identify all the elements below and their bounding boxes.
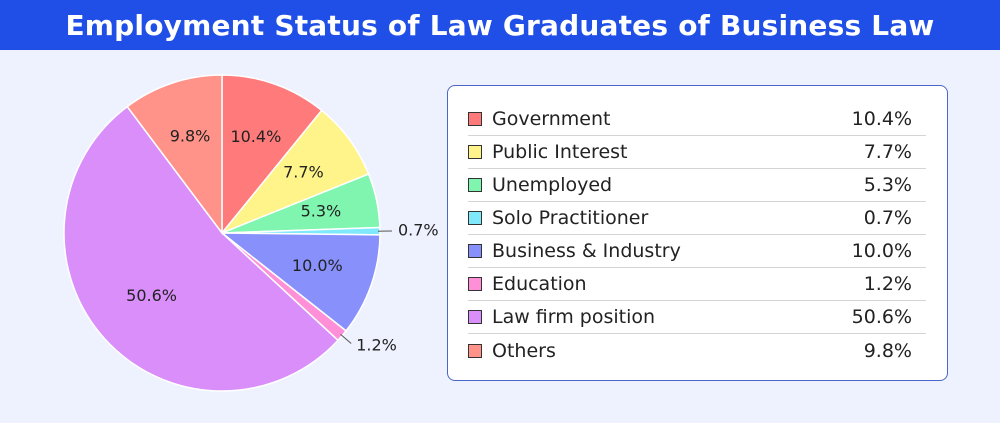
legend-label: Education xyxy=(492,273,587,295)
legend-value: 0.7% xyxy=(863,207,912,229)
legend-swatch xyxy=(468,277,482,291)
pie-slice-others xyxy=(126,74,223,236)
legend-value: 5.3% xyxy=(863,174,912,196)
legend-value: 50.6% xyxy=(851,306,912,328)
pie-slice-government xyxy=(221,74,323,236)
legend-swatch xyxy=(468,244,482,258)
pie-chart: 10.4%7.7% 5.3% 0.7% 10.0% 1.2% 50.6% 9.8% xyxy=(63,74,439,392)
pie-label-public-interest: 7.7% xyxy=(283,163,324,182)
legend-row-unemployed: Unemployed 5.3% xyxy=(468,169,926,202)
legend-row-government: Government 10.4% xyxy=(468,103,926,136)
legend-value: 1.2% xyxy=(863,273,912,295)
legend-row-education: Education 1.2% xyxy=(468,268,926,301)
legend-row-solo-practitioner: Solo Practitioner 0.7% xyxy=(468,202,926,235)
chart-header: Employment Status of Law Graduates of Bu… xyxy=(0,0,1000,50)
legend-swatch xyxy=(468,211,482,225)
pie-label-solo-practitioner: 0.7% xyxy=(398,221,439,240)
pie-leader-education xyxy=(340,334,352,344)
legend-label: Solo Practitioner xyxy=(492,207,649,229)
legend-label: Others xyxy=(492,339,556,362)
pie-label-unemployed: 5.3% xyxy=(301,202,342,221)
legend-value: 10.4% xyxy=(851,108,912,130)
legend: Government 10.4% Public Interest 7.7% Unempl… xyxy=(447,85,948,381)
pie-label-others: 9.8% xyxy=(170,127,211,146)
legend-label: Law firm position xyxy=(492,306,656,328)
chart-title: Employment Status of Law Graduates of Bu… xyxy=(65,8,935,42)
legend-value: 9.8% xyxy=(863,339,912,362)
pie-label-business-and-industry: 10.0% xyxy=(292,256,343,275)
legend-swatch xyxy=(468,343,482,358)
legend-label: Unemployed xyxy=(492,174,613,196)
legend-value: 10.0% xyxy=(851,240,912,262)
legend-label: Government xyxy=(492,108,611,130)
pie-label-law-firm-position: 50.6% xyxy=(126,286,177,305)
pie-label-education: 1.2% xyxy=(356,336,397,355)
legend-row-public-interest: Public Interest 7.7% xyxy=(468,136,926,169)
legend-swatch xyxy=(468,145,482,159)
legend-swatch xyxy=(468,310,482,324)
legend-row-law-firm-position: Law firm position 50.6% xyxy=(468,301,926,334)
pie-slice-business-and-industry xyxy=(219,232,381,332)
pie-label-government: 10.4% xyxy=(230,127,281,146)
legend-swatch xyxy=(468,112,482,126)
legend-label: Public Interest xyxy=(492,141,628,163)
legend-label: Business & Industry xyxy=(492,240,681,262)
legend-swatch xyxy=(468,178,482,192)
legend-value: 7.7% xyxy=(863,141,912,163)
pie-slice-law-firm-position xyxy=(63,105,340,392)
legend-row-business-and-industry: Business & Industry 10.0% xyxy=(468,235,926,268)
legend-row-others: Others 9.8% xyxy=(468,334,926,367)
